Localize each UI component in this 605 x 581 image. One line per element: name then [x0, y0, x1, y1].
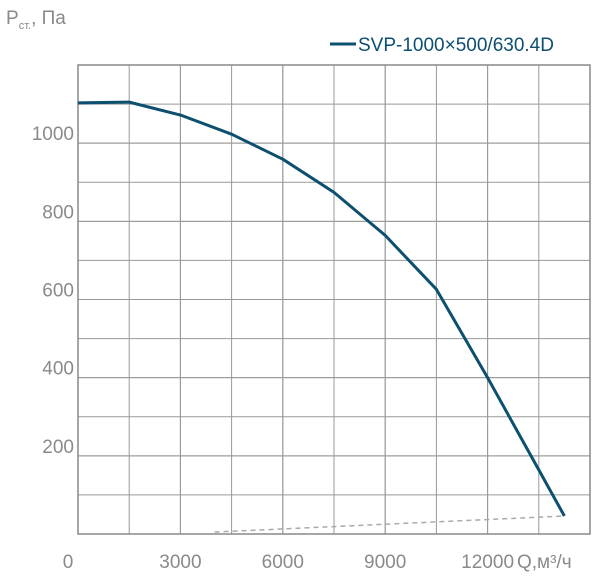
- x-tick-label: 3000: [159, 552, 201, 573]
- series-line: [77, 100, 566, 517]
- x-tick-label: 0: [63, 552, 74, 573]
- y-label-unit: , Па: [31, 8, 66, 29]
- x-tick-label: 6000: [262, 552, 304, 573]
- x-tick-label: 9000: [364, 552, 406, 573]
- y-tick-label: 400: [42, 359, 74, 380]
- y-tick-label: 600: [42, 281, 74, 302]
- y-axis-label: Pст., Па: [6, 8, 66, 32]
- x-tick-label: 12000: [461, 552, 514, 573]
- y-label-sub: ст.: [19, 20, 31, 32]
- y-label-main: P: [6, 8, 19, 29]
- plot-frame: [77, 64, 591, 535]
- legend-label: SVP-1000×500/630.4D: [358, 35, 554, 56]
- y-tick-label: 1000: [32, 124, 74, 145]
- y-tick-label: 200: [42, 437, 74, 458]
- system-line: [214, 515, 565, 533]
- y-tick-label: 800: [42, 202, 74, 223]
- x-axis-label: Q,м³/ч: [517, 552, 572, 573]
